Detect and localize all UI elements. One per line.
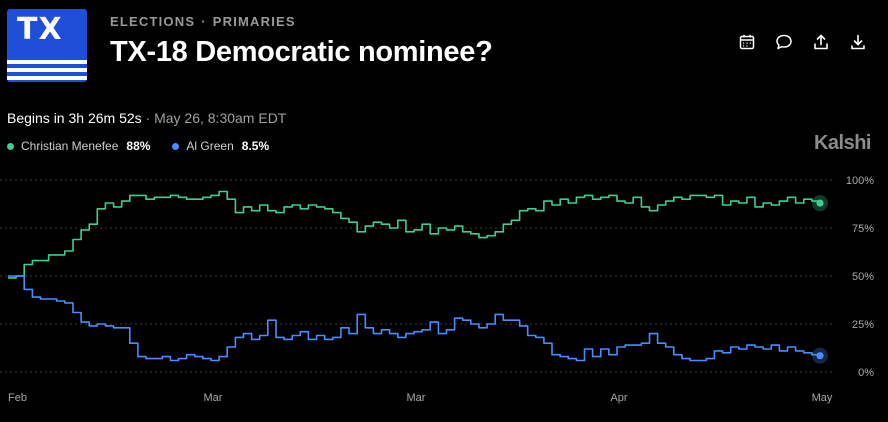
y-tick-label: 75% [852,223,874,235]
chart-legend: Christian Menefee 88% Al Green 8.5% [7,139,269,153]
logo-stripe [7,60,87,64]
share-icon [814,34,828,50]
page-title: TX-18 Democratic nominee? [110,36,493,68]
kalshi-logo: Kalshi [813,132,872,154]
download-icon [851,34,865,50]
y-tick-label: 50% [852,271,874,283]
series-line-1[interactable] [8,275,821,362]
comment-button[interactable] [774,32,794,52]
legend-item-menefee[interactable]: Christian Menefee 88% [7,139,150,153]
logo-stripe [7,68,87,72]
y-tick-label: 0% [858,367,874,379]
legend-dot-icon [172,142,180,150]
logo-text: TX [17,12,63,47]
share-button[interactable] [811,32,831,52]
comment-icon [776,34,792,50]
legend-name: Christian Menefee [21,139,119,153]
y-tick-label: 25% [852,319,874,331]
series-line-0[interactable] [8,190,821,279]
breadcrumb-elections[interactable]: ELECTIONS [110,14,196,29]
legend-value: 8.5% [241,139,270,153]
legend-item-green[interactable]: Al Green 8.5% [172,139,269,153]
calendar-icon [739,34,755,50]
toolbar [737,32,868,52]
legend-name: Al Green [186,139,234,153]
x-tick-label: Mar [204,392,223,404]
calendar-button[interactable] [737,32,757,52]
download-button[interactable] [848,32,868,52]
legend-dot-icon [7,142,14,150]
breadcrumb: ELECTIONS · PRIMARIES [110,14,296,29]
x-tick-label: Apr [610,392,627,404]
breadcrumb-separator: · [201,14,207,29]
x-tick-label: Feb [8,392,27,404]
schedule-text: · May 26, 8:30am EDT [141,110,287,126]
series-end-point[interactable] [816,352,824,360]
market-logo: TX [7,9,87,82]
logo-stripe [7,76,87,80]
series-end-point[interactable] [816,199,824,207]
x-tick-label: Mar [407,392,426,404]
countdown-text: Begins in 3h 26m 52s [7,110,142,126]
market-timing: Begins in 3h 26m 52s · May 26, 8:30am ED… [7,110,286,126]
x-tick-label: May [812,392,833,404]
breadcrumb-primaries[interactable]: PRIMARIES [212,14,296,29]
legend-value: 88% [126,139,151,153]
y-tick-label: 100% [846,175,874,187]
price-history-chart[interactable]: 100% 75% 50% 25% 0% Feb Mar Mar Apr May [0,160,888,422]
